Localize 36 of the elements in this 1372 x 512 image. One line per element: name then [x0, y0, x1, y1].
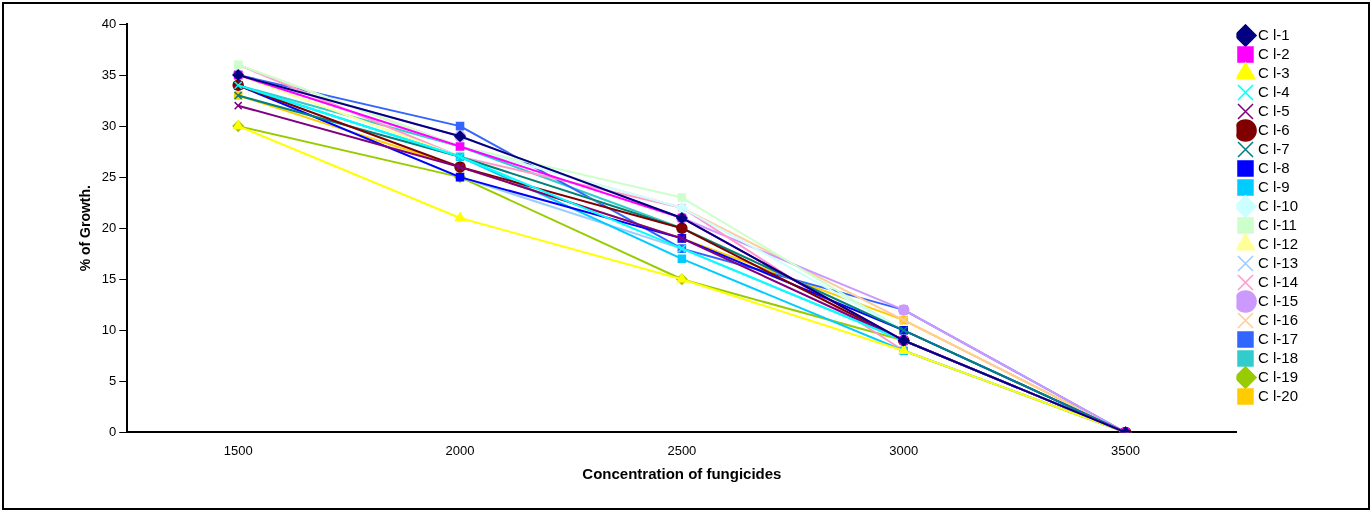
legend-label: C l-14	[1257, 272, 1298, 290]
legend-label: C l-11	[1257, 215, 1297, 233]
legend-label: C l-6	[1257, 120, 1290, 138]
legend-label: C l-13	[1257, 253, 1298, 271]
legend-label: C l-3	[1257, 63, 1290, 81]
legend-label: C l-1	[1257, 25, 1290, 43]
legend-label: C l-18	[1257, 348, 1298, 366]
legend-label: C l-8	[1257, 158, 1290, 176]
legend-label: C l-2	[1257, 44, 1290, 62]
legend-label: C l-9	[1257, 177, 1290, 195]
x-tick-label: 2000	[445, 442, 475, 458]
y-tick-label: 10	[101, 321, 117, 337]
x-tick-label: 1500	[223, 442, 253, 458]
legend-label: C l-5	[1257, 101, 1290, 119]
y-tick-label: 30	[101, 117, 117, 133]
y-tick-label: 40	[101, 15, 117, 31]
y-tick-label: 25	[101, 168, 117, 184]
x-tick-label: 3500	[1111, 442, 1141, 458]
legend-label: C l-20	[1257, 386, 1298, 404]
legend-label: C l-4	[1257, 82, 1290, 100]
y-tick-label: 5	[109, 372, 117, 388]
y-tick-label: 35	[101, 66, 117, 82]
legend-label: C l-19	[1257, 367, 1298, 385]
y-tick-label: 20	[101, 219, 117, 235]
legend-label: C l-15	[1257, 291, 1298, 309]
y-tick-label: 0	[109, 423, 117, 439]
y-axis-title: % of Growth.	[77, 185, 94, 272]
x-tick-label: 3000	[889, 442, 919, 458]
y-tick-label: 15	[101, 270, 117, 286]
x-axis-title: Concentration of fungicides	[582, 465, 782, 483]
legend-label: C l-17	[1257, 329, 1298, 347]
x-tick-label: 2500	[667, 442, 697, 458]
legend-label: C l-7	[1257, 139, 1290, 157]
legend-label: C l-10	[1257, 196, 1298, 214]
legend-label: C l-16	[1257, 310, 1298, 328]
legend-label: C l-12	[1257, 234, 1298, 252]
